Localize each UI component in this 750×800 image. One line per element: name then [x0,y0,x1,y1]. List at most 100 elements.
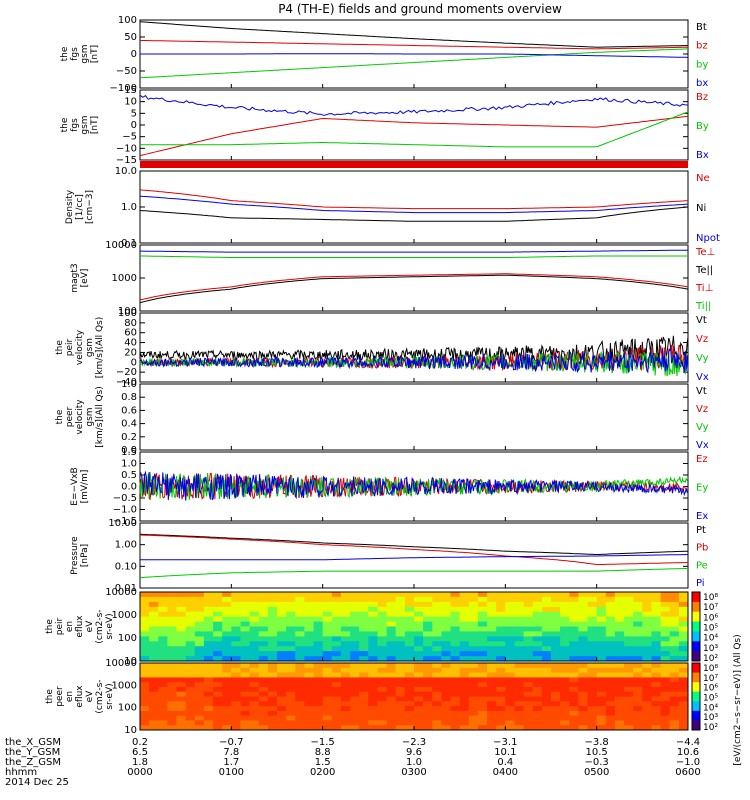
colorbar-tick: 10⁵ [703,624,718,634]
spectrogram-cell [468,663,479,669]
spectrogram-cell [158,663,168,669]
spectrogram-cell [560,701,570,707]
spectrogram-cell [642,682,652,688]
spectrogram-cell [258,686,269,693]
spectrogram-cell [468,596,479,603]
spectrogram-cell [331,682,342,688]
spectrogram-cell [304,611,314,618]
spectrogram-cell [523,672,534,678]
series-pi [140,554,689,561]
spectrogram-cell [185,611,196,618]
spectrogram-cell [386,601,397,608]
spectrogram-cell [441,725,451,731]
spectrogram-cell [414,621,424,627]
series-bz [139,115,689,157]
spectrogram-cell [258,677,269,683]
spectrogram-cell [450,592,461,598]
spectrogram-cell [231,725,241,731]
spectrogram-cell [213,715,223,721]
spectrogram-cell [505,621,515,627]
spectrogram-cell [258,611,269,618]
spectrogram-cell [532,651,543,657]
spectrogram-cell [505,596,515,603]
spectrogram-cell [267,706,278,712]
spectrogram-cell [432,706,442,712]
spectrogram-cell [414,715,424,721]
spectrogram-cell [149,636,159,642]
spectrogram-cell [487,656,497,662]
spectrogram-cell [505,720,515,726]
spectrogram-cell [286,710,296,717]
spectrogram-cell [624,672,634,678]
spectrogram-cell [404,651,415,657]
spectrogram-cell [642,601,652,608]
spectrogram-cell [477,686,488,693]
spectrogram-cell [395,592,406,598]
spectrogram-cell [240,710,251,717]
spectrogram-cell [678,725,689,731]
spectrogram-cell [551,621,561,627]
spectrogram-cell [277,710,287,717]
spectrogram-cell [240,592,251,598]
spectrogram-cell [669,720,680,726]
spectrogram-cell [149,725,159,731]
spectrogram-cell [194,626,205,632]
spectrogram-cell [240,672,251,678]
spectrogram-cell [368,663,378,669]
y-tick-label: 0.10 [115,561,137,572]
series-vt [139,335,689,364]
spectrogram-cell [340,621,351,627]
spectrogram-cell [377,710,388,717]
spectrogram-cell [523,606,534,613]
spectrogram-cell [432,672,442,678]
spectrogram-cell [496,663,506,669]
spectrogram-cell [560,715,570,721]
spectrogram-cell [651,596,662,603]
spectrogram-cell [267,616,278,622]
spectrogram-cell [532,715,543,721]
spectrogram-cell [624,592,634,598]
spectrogram-cell [551,720,561,726]
spectrogram-cell [541,667,552,674]
spectrogram-cell [222,601,232,608]
spectrogram-cell [477,677,488,683]
spectrogram-cell [477,621,488,627]
spectrogram-cell [240,686,251,693]
spectrogram-cell [605,641,616,647]
spectrogram-cell [395,672,406,678]
spectrogram-cell [514,701,525,707]
spectrogram-cell [304,636,314,642]
spectrogram-cell [496,651,506,657]
spectrogram-cell [633,601,643,608]
spectrogram-cell [286,677,296,683]
spectrogram-cell [340,592,351,598]
spectrogram-cell [359,715,369,721]
spectrogram-cell [642,672,652,678]
spectrogram-cell [249,696,260,702]
spectrogram-cell [633,710,643,717]
spectrogram-cell [505,641,515,647]
spectrogram-cell [587,682,598,688]
spectrogram-cell [322,616,333,622]
spectrogram-cell [578,596,588,603]
spectrogram-cell [404,682,415,688]
y-axis-label: the [45,619,55,634]
spectrogram-cell [140,667,150,674]
spectrogram-cell [441,601,451,608]
spectrogram-cell [185,631,196,637]
spectrogram-cell [669,626,680,632]
spectrogram-cell [368,656,378,662]
spectrogram-cell [441,636,451,642]
spectrogram-cell [441,691,451,697]
spectrogram-cell [176,651,187,657]
spectrogram-cell [249,686,260,693]
colorbar-tick: 10² [703,723,718,733]
spectrogram-cell [149,651,159,657]
colorbar-tick: 10⁷ [703,603,718,613]
spectrogram-cell [249,631,260,637]
spectrogram-cell [194,672,205,678]
spectrogram-cell [514,677,525,683]
legend-bz: Bz [696,92,708,103]
spectrogram-cell [523,636,534,642]
spectrogram-cell [532,616,543,622]
